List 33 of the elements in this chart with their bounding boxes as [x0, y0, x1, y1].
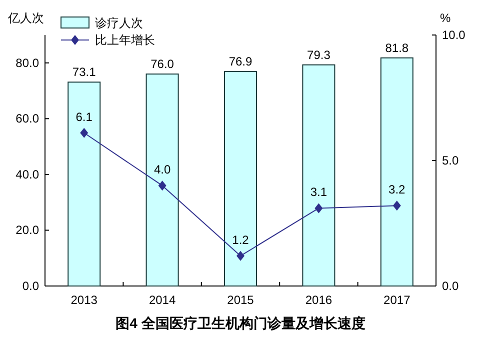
legend-label: 比上年增长	[95, 33, 155, 47]
y-tick-label: 0.0	[22, 279, 40, 293]
data-label: 3.1	[310, 185, 328, 200]
y-tick-label: 60.0	[16, 112, 40, 126]
y-axis-title: 亿人次	[7, 11, 44, 25]
data-label: 76.9	[228, 54, 252, 69]
data-label: 73.1	[72, 65, 96, 80]
point	[314, 203, 323, 214]
data-label: 79.3	[307, 48, 331, 62]
y-tick-label: 20.0	[16, 223, 40, 238]
legend-label: 诊疗人次	[95, 16, 143, 30]
point	[392, 200, 401, 211]
data-label: 81.8	[385, 40, 409, 55]
y-tick-label: 40.0	[16, 167, 40, 182]
data-label: 76.0	[150, 57, 174, 72]
point	[236, 250, 244, 261]
y2-tick-label: 10.0	[442, 28, 466, 42]
x-tick-label: 2013	[70, 293, 98, 307]
data-label: 1.2	[232, 232, 250, 247]
text: 图4 全国医疗卫生机构门诊量及增长速度	[116, 315, 366, 331]
data-label: 6.1	[76, 110, 93, 124]
x-tick-label: 2016	[305, 293, 332, 307]
x-tick-label: 2017	[384, 293, 411, 307]
x-tick-label: 2015	[227, 293, 254, 307]
y-tick-label: 80.0	[16, 56, 40, 70]
y2-tick-label: 0.0	[442, 279, 460, 293]
y2-tick-label: 5.0	[442, 154, 460, 168]
x-tick-label: 2014	[148, 293, 176, 307]
data-label: 3.2	[388, 182, 406, 197]
point	[158, 180, 166, 191]
point	[80, 128, 88, 138]
y2-axis-title: %	[440, 11, 451, 25]
data-label: 4.0	[154, 162, 171, 177]
